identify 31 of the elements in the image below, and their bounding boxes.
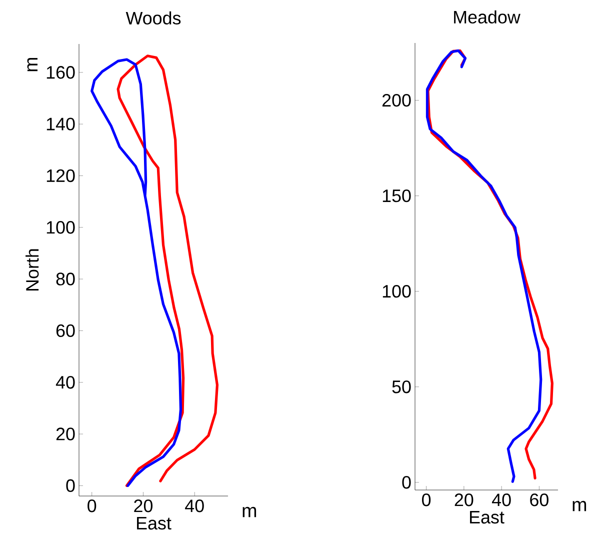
x-axis-title: East: [137, 517, 172, 530]
y-tick-label: 20: [56, 428, 75, 440]
x-tick-label: 0: [422, 494, 431, 506]
x-tick-label: 40: [492, 494, 511, 506]
y-tick-label: 50: [392, 380, 411, 394]
x-tick-label: 60: [530, 494, 548, 506]
y-tick-label: 100: [46, 221, 75, 234]
y-tick-label: 120: [46, 169, 75, 182]
y-tick-label: 0: [402, 476, 411, 489]
text: m: [242, 506, 256, 518]
x-axis-title: East: [470, 511, 504, 524]
y-tick-label: 100: [382, 284, 411, 298]
y-axis-title: North: [26, 249, 39, 290]
x-tick-label: 20: [454, 494, 474, 506]
x-tick-label: 20: [134, 500, 153, 512]
y-tick-label: 140: [46, 118, 75, 130]
x-tick-label: 0: [88, 500, 96, 512]
y-tick-label: 150: [382, 189, 411, 202]
y-tick-label: 40: [56, 376, 75, 389]
chart-title: Woods: [126, 11, 181, 24]
text: m: [572, 500, 586, 512]
text: m: [27, 58, 38, 72]
y-tick-label: 80: [56, 272, 75, 286]
y-tick-label: 0: [66, 479, 75, 492]
line-series: [116, 54, 219, 487]
x-tick-label: 40: [185, 500, 204, 512]
chart-title: Meadow: [454, 10, 520, 24]
y-tick-label: 160: [46, 66, 75, 79]
line-series: [90, 58, 182, 487]
y-tick-label: 60: [56, 324, 75, 338]
y-tick-label: 200: [382, 94, 411, 107]
